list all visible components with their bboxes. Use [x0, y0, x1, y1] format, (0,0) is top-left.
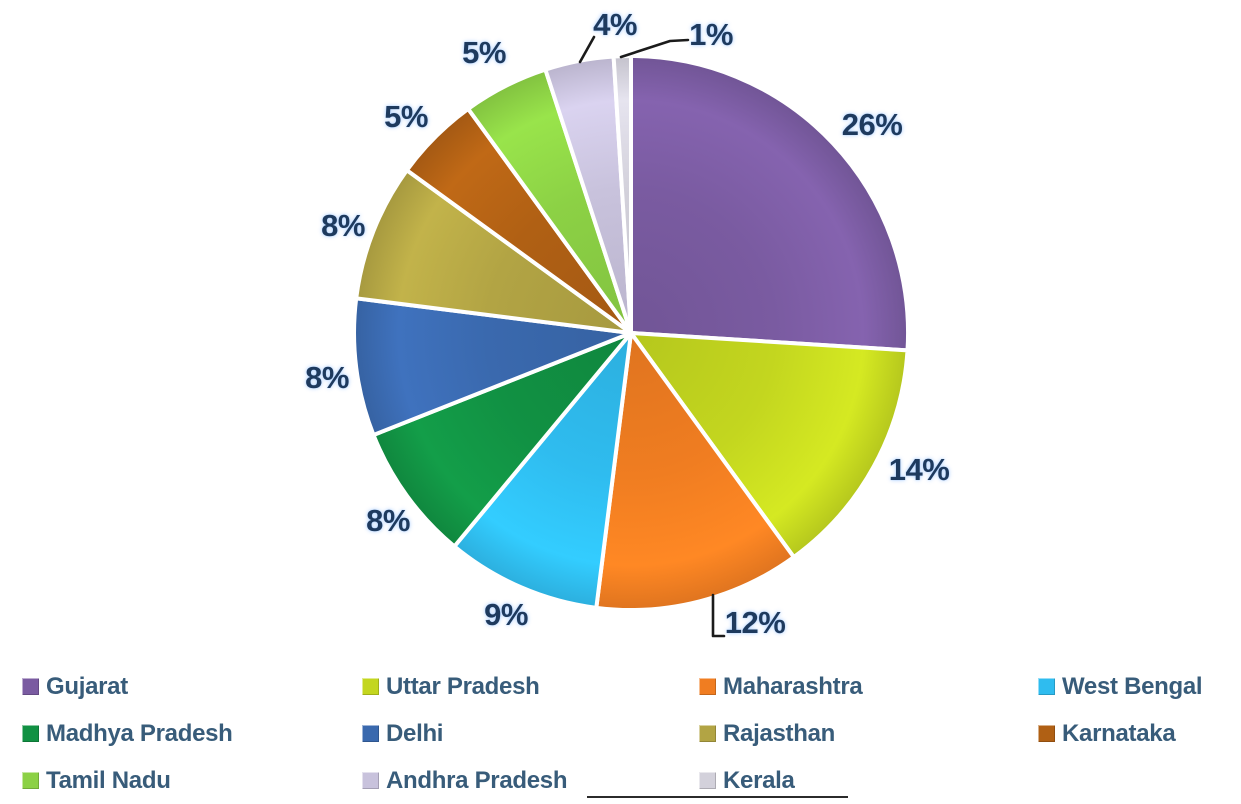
legend-item-delhi: Delhi: [362, 710, 699, 757]
legend-swatch-west-bengal: [1038, 678, 1055, 695]
pie-slice-gujarat: [629, 54, 911, 353]
chart-legend: Gujarat Uttar Pradesh Maharashtra West Beng…: [22, 663, 1241, 804]
legend-swatch-tamil-nadu: [22, 772, 39, 789]
legend-swatch-madhya-pradesh: [22, 725, 39, 742]
legend-label-uttar-pradesh: Uttar Pradesh: [386, 672, 540, 700]
legend-swatch-karnataka: [1038, 725, 1055, 742]
legend-swatch-rajasthan: [699, 725, 716, 742]
legend-label-west-bengal: West Bengal: [1062, 672, 1203, 700]
legend-swatch-maharashtra: [699, 678, 716, 695]
legend-item-karnataka: Karnataka: [1038, 710, 1241, 757]
legend-item-tamil-nadu: Tamil Nadu: [22, 757, 362, 804]
legend-item-gujarat: Gujarat: [22, 663, 362, 710]
legend-swatch-uttar-pradesh: [362, 678, 379, 695]
bottom-divider-line: [587, 796, 848, 798]
legend-swatch-delhi: [362, 725, 379, 742]
leader-line-maharashtra: [711, 593, 726, 638]
legend-item-kerala: Kerala: [699, 757, 1038, 804]
legend-label-madhya-pradesh: Madhya Pradesh: [46, 719, 233, 747]
legend-item-madhya-pradesh: Madhya Pradesh: [22, 710, 362, 757]
legend-swatch-kerala: [699, 772, 716, 789]
legend-item-uttar-pradesh: Uttar Pradesh: [362, 663, 699, 710]
pie-slice-uttar-pradesh: [629, 331, 910, 560]
legend-label-andhra-pradesh: Andhra Pradesh: [386, 766, 568, 794]
legend-item-maharashtra: Maharashtra: [699, 663, 1038, 710]
pie-slice-maharashtra: [594, 331, 796, 612]
leader-line-andhra-pradesh: [578, 35, 596, 64]
pie-slice-madhya-pradesh: [371, 331, 633, 549]
pie-slice-west-bengal: [452, 331, 633, 610]
leader-line-kerala: [619, 38, 690, 59]
legend-item-rajasthan: Rajasthan: [699, 710, 1038, 757]
legend-label-kerala: Kerala: [723, 766, 795, 794]
legend-swatch-gujarat: [22, 678, 39, 695]
legend-label-maharashtra: Maharashtra: [723, 672, 863, 700]
legend-label-karnataka: Karnataka: [1062, 719, 1176, 747]
pie-slice-delhi: [352, 296, 633, 437]
legend-label-delhi: Delhi: [386, 719, 444, 747]
legend-item-west-bengal: West Bengal: [1038, 663, 1241, 710]
legend-label-gujarat: Gujarat: [46, 672, 128, 700]
legend-label-tamil-nadu: Tamil Nadu: [46, 766, 171, 794]
legend-item-andhra-pradesh: Andhra Pradesh: [362, 757, 699, 804]
legend-label-rajasthan: Rajasthan: [723, 719, 836, 747]
legend-swatch-andhra-pradesh: [362, 772, 379, 789]
pie-slice-rajasthan: [354, 168, 633, 335]
